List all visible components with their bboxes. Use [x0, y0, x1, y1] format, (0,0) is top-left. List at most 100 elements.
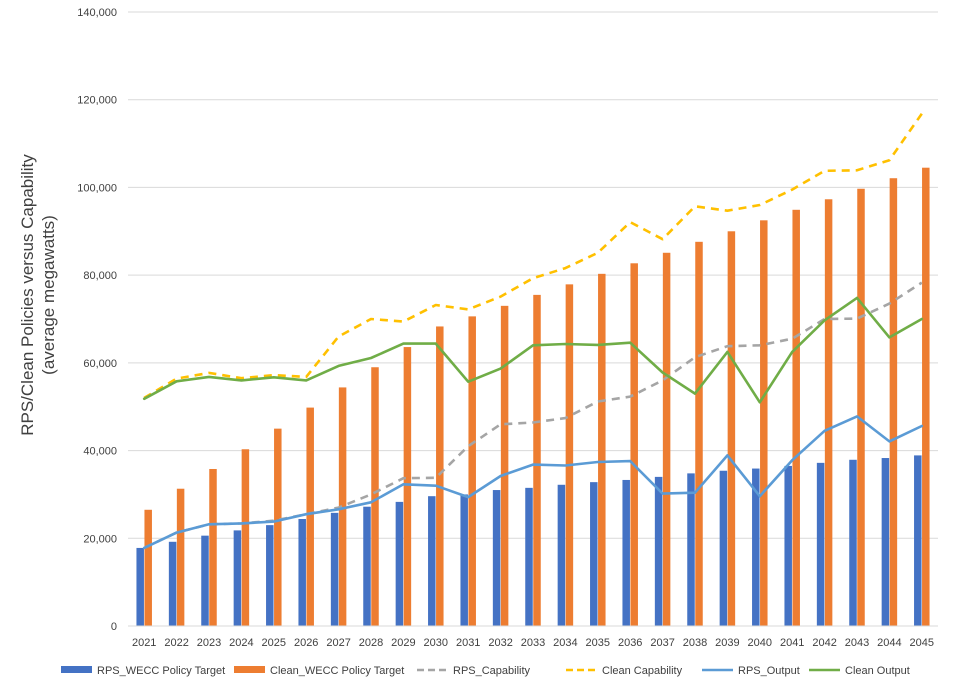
clean-capability-line [143, 112, 923, 400]
rps-target-bar [590, 482, 598, 626]
legend-swatch [234, 666, 265, 673]
legend-swatch [61, 666, 92, 673]
gridlines [128, 11, 938, 539]
clean-target-bar [857, 188, 865, 626]
rps-target-bar [687, 473, 695, 626]
x-tick-label: 2034 [553, 637, 577, 649]
y-axis-label-line-1: RPS/Clean Policies versus Capability [18, 154, 37, 436]
x-tick-label: 2038 [683, 637, 707, 649]
clean-target-bar [274, 428, 282, 626]
x-tick-label: 2027 [326, 637, 350, 649]
rps-output-line [142, 415, 924, 550]
rps-target-bar [395, 501, 404, 626]
rps-target-bar [557, 484, 566, 626]
x-tick-label: 2039 [715, 637, 739, 649]
clean-target-bar [824, 199, 833, 626]
clean-target-bar [176, 488, 185, 626]
x-tick-label: 2041 [780, 637, 804, 649]
clean-target-bar [792, 209, 800, 626]
x-tick-label: 2029 [391, 637, 415, 649]
legend-label: Clean Output [845, 665, 910, 677]
x-tick-label: 2023 [197, 637, 221, 649]
rps-target-bar [492, 490, 501, 626]
x-tick-label: 2043 [845, 637, 869, 649]
clean-target-bar [306, 407, 314, 626]
rps-target-bar [816, 462, 825, 626]
rps-target-bar [784, 465, 792, 626]
x-tick-label: 2045 [910, 637, 934, 649]
clean-target-bar [695, 241, 703, 626]
legend-label: RPS_WECC Policy Target [97, 665, 225, 677]
rps-target-bar [266, 525, 274, 626]
legend-label: RPS_Output [738, 665, 800, 677]
x-tick-label: 2021 [132, 637, 156, 649]
rps-target-bar [752, 468, 760, 626]
y-tick-label: 120,000 [77, 95, 117, 107]
rps-target-bar [428, 496, 436, 626]
clean-target-bar [533, 294, 541, 626]
clean-target-bar [598, 273, 606, 626]
x-tick-label: 2042 [812, 637, 836, 649]
legend-label: Clean Capability [602, 665, 683, 677]
y-tick-label: 140,000 [77, 7, 117, 19]
x-tick-label: 2036 [618, 637, 642, 649]
clean-target-bar [436, 326, 444, 626]
rps-target-bar [298, 518, 306, 626]
rps-target-bar [914, 455, 922, 626]
x-tick-label: 2022 [164, 637, 188, 649]
y-tick-label: 40,000 [83, 446, 117, 458]
y-tick-label: 80,000 [83, 270, 117, 282]
clean-target-bar [565, 284, 574, 626]
rps-target-bar [363, 506, 371, 626]
legend-label: Clean_WECC Policy Target [270, 665, 404, 677]
clean-target-bar [338, 387, 347, 626]
rps-target-bar [201, 535, 209, 626]
rps-target-bar [233, 530, 242, 626]
clean-target-bar [371, 367, 379, 626]
rps-target-bar [622, 479, 630, 626]
clean-target-bar [500, 305, 509, 626]
clean-target-bar [760, 220, 768, 627]
y-tick-label: 100,000 [77, 182, 117, 194]
clean-target-bar [144, 509, 152, 626]
y-tick-label: 20,000 [83, 533, 117, 545]
y-axis-label-line-2: (average megawatts) [39, 215, 58, 375]
clean-target-bar [403, 347, 412, 626]
x-tick-label: 2035 [586, 637, 610, 649]
clean-target-bar [209, 468, 217, 626]
rps-target-bar [719, 470, 728, 626]
clean-target-bar [241, 449, 250, 626]
x-axis-ticks: 2021 2022 2023 2024 2025 2026 2027 2028 2029 2030… [132, 637, 934, 649]
rps-capability-line [143, 281, 923, 550]
x-tick-label: 2026 [294, 637, 318, 649]
clean-target-bar [662, 252, 671, 627]
series-lines [142, 112, 924, 550]
x-tick-label: 2030 [424, 637, 448, 649]
x-tick-label: 2028 [359, 637, 383, 649]
clean-target-bar [630, 263, 638, 626]
x-tick-label: 2031 [456, 637, 480, 649]
x-tick-label: 2040 [748, 637, 772, 649]
legend-label: RPS_Capability [453, 665, 531, 677]
x-tick-label: 2033 [521, 637, 545, 649]
x-tick-label: 2025 [262, 637, 286, 649]
rps-target-bar [654, 476, 663, 626]
rps-target-bar [330, 512, 339, 626]
rps-target-bar [168, 541, 177, 626]
clean-output-line [142, 296, 924, 404]
y-tick-label: 0 [111, 621, 117, 633]
rps-target-bar [881, 458, 890, 626]
bars [136, 167, 930, 627]
x-tick-label: 2037 [650, 637, 674, 649]
clean-target-bar [727, 231, 736, 627]
rps-target-bar [849, 459, 857, 626]
x-tick-label: 2044 [877, 637, 901, 649]
y-tick-label: 60,000 [83, 358, 117, 370]
rps-target-bar [525, 487, 533, 626]
legend: RPS_WECC Policy Target Clean_WECC Policy … [61, 665, 910, 677]
clean-target-bar [922, 167, 930, 626]
x-tick-label: 2024 [229, 637, 253, 649]
clean-target-bar [889, 178, 898, 626]
x-tick-label: 2032 [488, 637, 512, 649]
